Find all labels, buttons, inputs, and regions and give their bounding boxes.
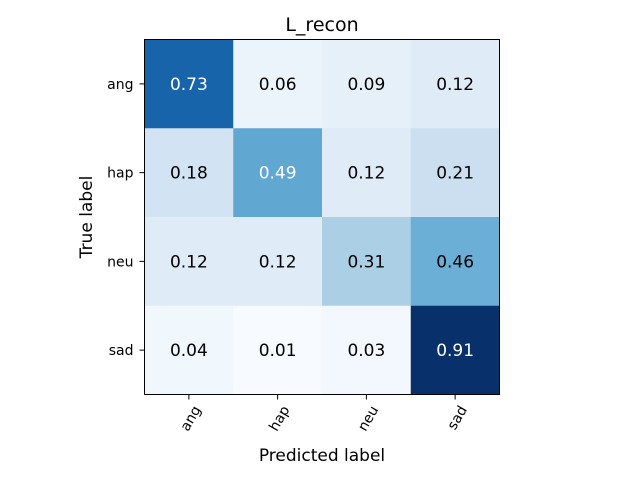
- heatmap-cell: [410, 128, 500, 218]
- cell-value-label: 0.18: [170, 164, 208, 184]
- heatmap-cell: [322, 217, 412, 307]
- x-axis-ticks: ang hap neu sad: [178, 394, 471, 434]
- heatmap-cell: [410, 39, 500, 129]
- heatmap-cell: [322, 128, 412, 218]
- x-axis-label: Predicted label: [259, 446, 385, 466]
- y-tick-label: ang: [107, 77, 133, 93]
- heatmap-cell: [322, 39, 412, 129]
- heatmap-cell: [322, 305, 412, 395]
- y-tick-label: hap: [107, 166, 133, 182]
- cell-value-label: 0.09: [347, 75, 385, 95]
- x-tick-label: neu: [355, 403, 382, 434]
- heatmap-cell: [233, 305, 323, 395]
- cell-value-label: 0.12: [170, 252, 208, 272]
- heatmap-cell: [144, 217, 234, 307]
- y-tick-label: sad: [109, 343, 134, 359]
- chart-title: L_recon: [285, 14, 358, 36]
- cell-value-label: 0.49: [259, 164, 297, 184]
- cell-value-label: 0.21: [436, 164, 474, 184]
- heatmap-cell: [233, 217, 323, 307]
- heatmap-cell: [144, 305, 234, 395]
- heatmap-cell: [144, 39, 234, 129]
- plot-frame: [144, 39, 500, 395]
- cell-value-label: 0.31: [347, 252, 385, 272]
- heatmap-cell: [233, 39, 323, 129]
- cell-value-label: 0.06: [259, 75, 297, 95]
- cell-value-label: 0.01: [259, 341, 297, 361]
- cell-value-label: 0.12: [259, 252, 297, 272]
- cell-value-label: 0.04: [170, 341, 208, 361]
- heatmap-cells: [144, 39, 500, 395]
- cell-value-label: 0.91: [436, 341, 474, 361]
- y-tick-label: neu: [107, 254, 133, 270]
- x-tick-label: hap: [266, 403, 293, 434]
- x-tick-label: ang: [178, 403, 205, 434]
- heatmap-cell: [410, 305, 500, 395]
- heatmap-value-labels: 0.73 0.06 0.09 0.12 0.18 0.49 0.12 0.21 0.12 0.12…: [170, 75, 474, 361]
- cell-value-label: 0.46: [436, 252, 474, 272]
- cell-value-label: 0.03: [347, 341, 385, 361]
- heatmap-cell: [410, 217, 500, 307]
- heatmap-cell: [233, 128, 323, 218]
- heatmap-cell: [144, 128, 234, 218]
- y-axis-label: True label: [77, 176, 97, 260]
- x-tick-label: sad: [445, 403, 471, 432]
- cell-value-label: 0.12: [436, 75, 474, 95]
- cell-value-label: 0.73: [170, 75, 208, 95]
- cell-value-label: 0.12: [347, 164, 385, 184]
- y-axis-ticks: ang hap neu sad: [107, 77, 145, 359]
